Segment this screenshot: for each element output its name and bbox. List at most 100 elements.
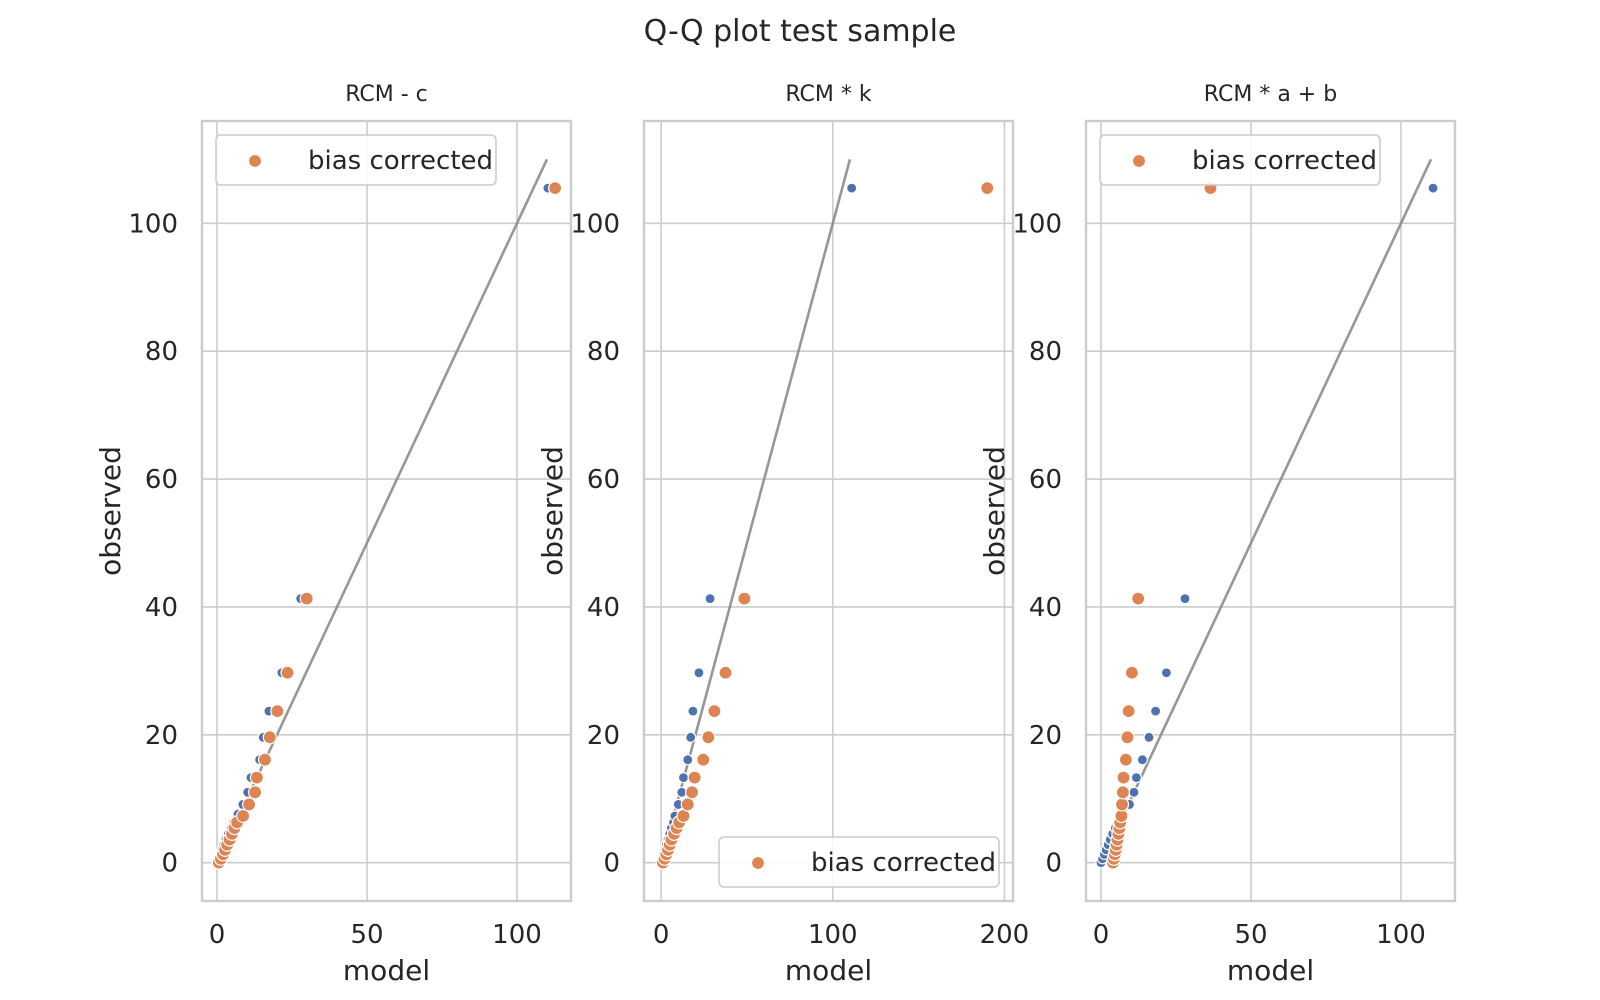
y-tick-label: 100 — [570, 209, 620, 239]
series-bias-corrected — [655, 181, 995, 870]
data-point — [1116, 770, 1131, 785]
subplot-1: 0 50 100 0 20 40 60 80 100 RCM - c model observed bi… — [94, 82, 573, 987]
subplot-2: 0 100 200 0 20 40 60 80 100 RCM * k model observed b… — [536, 82, 1029, 987]
x-tick-label: 100 — [1376, 920, 1426, 950]
data-point — [249, 770, 264, 785]
legend-box — [215, 134, 497, 186]
series-model-raw — [655, 182, 858, 869]
data-point — [693, 667, 705, 679]
data-point — [1160, 667, 1173, 679]
y-tick-label: 20 — [1029, 721, 1062, 751]
reference-line — [659, 159, 852, 863]
y-axis-label: observed — [978, 446, 1011, 576]
legend: bias corrected — [718, 836, 1000, 888]
y-tick-label: 40 — [1029, 593, 1062, 623]
x-tick-label: 200 — [980, 920, 1030, 950]
data-point — [1427, 182, 1439, 194]
y-axis-label: observed — [94, 446, 127, 576]
y-tick-label: 0 — [1045, 849, 1062, 879]
data-point — [696, 752, 711, 767]
data-point — [680, 797, 695, 812]
legend: bias corrected — [215, 134, 497, 186]
series-bias-corrected — [1105, 181, 1218, 870]
x-tick-label: 0 — [653, 920, 670, 950]
data-point — [682, 754, 694, 766]
x-tick-label: 50 — [1234, 920, 1267, 950]
subplot-title: RCM * a + b — [1204, 82, 1337, 107]
legend-marker — [247, 153, 263, 169]
data-point — [1149, 705, 1162, 717]
y-tick-label: 40 — [587, 593, 620, 623]
data-point — [1115, 785, 1131, 800]
data-point — [684, 785, 700, 800]
data-point — [280, 665, 295, 680]
axes-frame — [200, 119, 573, 903]
data-point — [1114, 797, 1130, 812]
y-tick-label: 60 — [145, 465, 178, 495]
data-point — [1118, 752, 1134, 767]
x-tick-label: 0 — [1093, 920, 1110, 950]
data-point — [248, 785, 263, 800]
data-point — [299, 591, 314, 606]
y-tick-label: 0 — [603, 849, 620, 879]
y-tick-label: 20 — [145, 721, 178, 751]
data-point — [270, 704, 285, 719]
data-point — [1179, 592, 1191, 605]
x-axis-label: model — [343, 954, 430, 987]
y-tick-label: 40 — [145, 593, 178, 623]
data-point — [707, 704, 722, 719]
x-tick-label: 100 — [492, 920, 542, 950]
data-point — [846, 182, 858, 194]
data-point — [1120, 730, 1135, 745]
data-point — [262, 730, 277, 745]
y-tick-label: 80 — [587, 337, 620, 367]
data-point — [1121, 704, 1136, 719]
y-tick-label: 100 — [1012, 209, 1062, 239]
legend-label: bias corrected — [1192, 146, 1377, 176]
figure-title: Q-Q plot test sample — [643, 14, 957, 49]
y-axis-label: observed — [536, 446, 569, 576]
legend: bias corrected — [1099, 134, 1381, 186]
x-axis-label: model — [785, 954, 872, 987]
data-point — [236, 808, 251, 824]
legend-label: bias corrected — [308, 146, 493, 176]
legend-label: bias corrected — [811, 848, 996, 878]
data-point — [737, 591, 752, 606]
data-point — [1124, 665, 1140, 680]
x-tick-label: 0 — [209, 920, 226, 950]
axes-frame — [1084, 119, 1457, 903]
data-point — [257, 752, 273, 767]
subplot-title: RCM * k — [785, 82, 872, 107]
data-point — [1143, 731, 1155, 743]
data-point — [718, 665, 733, 680]
data-point — [1131, 591, 1146, 606]
reference-line — [1099, 158, 1433, 864]
y-tick-label: 20 — [587, 721, 620, 751]
subplot-title: RCM - c — [345, 82, 428, 107]
data-point — [980, 181, 995, 196]
data-point — [704, 592, 716, 605]
data-point — [242, 797, 257, 812]
x-tick-label: 100 — [808, 920, 858, 950]
y-tick-label: 80 — [145, 337, 178, 367]
data-point — [687, 770, 702, 785]
x-tick-label: 50 — [350, 920, 383, 950]
data-point — [547, 181, 563, 196]
data-point — [687, 705, 699, 717]
y-tick-label: 100 — [128, 209, 178, 239]
legend-marker — [1131, 153, 1147, 169]
y-tick-label: 60 — [1029, 465, 1062, 495]
data-point — [1128, 786, 1140, 798]
subplot-3: 0 50 100 0 20 40 60 80 100 RCM * a + b model observ… — [978, 82, 1457, 987]
data-point — [701, 730, 716, 745]
data-point — [685, 731, 697, 743]
legend-box — [1099, 134, 1381, 186]
reference-line — [215, 158, 549, 864]
y-tick-label: 0 — [161, 849, 178, 879]
data-point — [1130, 772, 1143, 784]
y-tick-label: 80 — [1029, 337, 1062, 367]
legend-marker — [750, 855, 766, 871]
series-bias-corrected — [211, 181, 563, 870]
